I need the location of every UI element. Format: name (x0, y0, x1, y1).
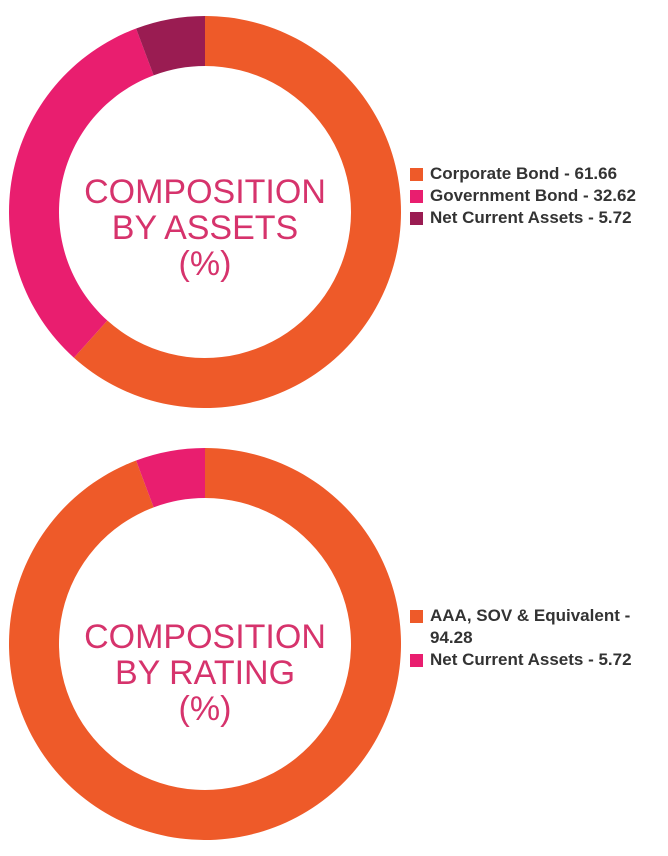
legend-swatch (410, 610, 423, 623)
legend-label: Net Current Assets - 5.72 (430, 208, 632, 227)
rating-center-line-1: COMPOSITION (84, 618, 326, 656)
donut-slice-net-current-assets (136, 448, 205, 508)
legend-item-aaa-sov-equivalent: AAA, SOV & Equivalent - 94.28 (410, 605, 660, 649)
legend-label: Net Current Assets - 5.72 (430, 650, 632, 669)
donut-slice-net-current-assets (136, 16, 205, 76)
rating-donut (8, 448, 401, 840)
legend-label: Government Bond - 32.62 (430, 186, 636, 205)
assets-center-line-1: COMPOSITION (84, 173, 326, 211)
composition-by-assets-chart: COMPOSITION BY ASSETS (%) Corporate Bond… (0, 0, 668, 420)
legend-swatch (410, 654, 423, 667)
legend-swatch (410, 168, 423, 181)
assets-center-line-3: (%) (178, 245, 232, 283)
assets-center-line-2: BY ASSETS (111, 209, 299, 247)
legend-swatch (410, 190, 423, 203)
rating-center-label: COMPOSITION BY RATING (%) (55, 619, 355, 727)
assets-center-label: COMPOSITION BY ASSETS (%) (55, 174, 355, 282)
legend-item-government-bond: Government Bond - 32.62 (410, 185, 665, 207)
rating-legend: AAA, SOV & Equivalent - 94.28 Net Curren… (410, 605, 660, 671)
legend-item-net-current-assets: Net Current Assets - 5.72 (410, 649, 660, 671)
donut-slice-corporate-bond (73, 16, 402, 408)
legend-item-net-current-assets: Net Current Assets - 5.72 (410, 207, 665, 229)
legend-label: AAA, SOV & Equivalent - 94.28 (430, 606, 631, 647)
assets-donut (9, 16, 402, 408)
legend-swatch (410, 212, 423, 225)
assets-legend: Corporate Bond - 61.66 Government Bond -… (410, 163, 665, 229)
rating-center-line-3: (%) (178, 690, 232, 728)
legend-item-corporate-bond: Corporate Bond - 61.66 (410, 163, 665, 185)
composition-by-rating-chart: COMPOSITION BY RATING (%) AAA, SOV & Equ… (0, 432, 668, 852)
rating-center-line-2: BY RATING (114, 654, 296, 692)
legend-label: Corporate Bond - 61.66 (430, 164, 618, 183)
donut-slice-government-bond (9, 28, 154, 358)
